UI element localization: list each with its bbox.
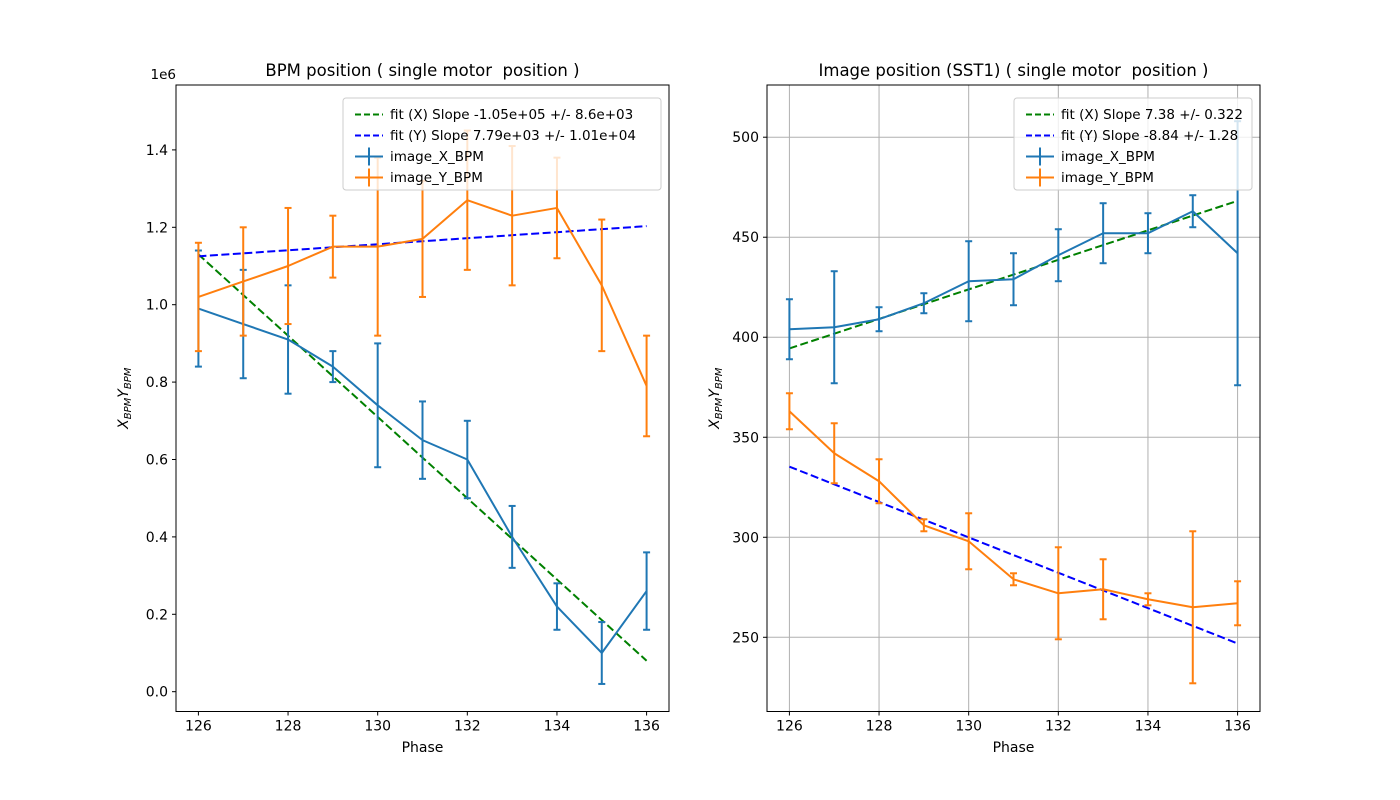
legend-label: fit (X) Slope 7.38 +/- 0.322 — [1061, 107, 1243, 123]
y-tick-label: 350 — [732, 430, 759, 446]
legend-label: image_X_BPM — [1061, 149, 1155, 165]
series-image_X_BPM — [194, 249, 651, 685]
bpm-position-plot: 126 128 130 132 134 136 0.0 0.2 0.4 0.6 0.8 1.0 1.2 1… — [116, 84, 670, 735]
y-tick-label: 500 — [732, 130, 759, 146]
right-plot-title: Image position (SST1) ( single motor pos… — [818, 61, 1209, 80]
x-tick-label: 130 — [364, 719, 391, 735]
y-axis-label: XBPMYBPM — [707, 367, 725, 430]
y-tick-label: 0.2 — [146, 607, 168, 623]
y-tick-label: 300 — [732, 530, 759, 546]
legend: fit (X) Slope -1.05e+05 +/- 8.6e+03 fit (… — [342, 97, 662, 191]
image-position-sst1-plot: 126 128 130 132 134 136 250 300 350 400 450 500 XBPM… — [707, 84, 1261, 735]
y-tick-label: 250 — [732, 630, 759, 646]
legend-label: fit (Y) Slope -8.84 +/- 1.28 — [1061, 128, 1238, 144]
y-tick-label: 400 — [732, 330, 759, 346]
legend: fit (X) Slope 7.38 +/- 0.322 fit (Y) Slop… — [1013, 97, 1253, 191]
fit-line-fit_y — [789, 465, 1238, 645]
y-tick-label: 1.4 — [146, 143, 168, 159]
legend-label: fit (X) Slope -1.05e+05 +/- 8.6e+03 — [390, 107, 633, 123]
axes-frame — [175, 84, 670, 712]
series-image_Y_BPM — [785, 392, 1242, 685]
legend-label: image_Y_BPM — [1061, 170, 1154, 186]
left-plot-xlabel: Phase — [401, 740, 444, 756]
y-tick-label: 0.4 — [146, 530, 168, 546]
x-tick-label: 132 — [454, 719, 481, 735]
x-tick-label: 134 — [544, 719, 571, 735]
y-tick-label: 1.2 — [146, 220, 168, 236]
series-line-image_Y_BPM — [198, 199, 648, 387]
axes-frame — [766, 84, 1261, 712]
right-plot-xlabel: Phase — [992, 740, 1035, 756]
legend-frame — [342, 97, 662, 191]
legend-label: image_X_BPM — [390, 149, 484, 165]
legend-label: image_Y_BPM — [390, 170, 483, 186]
left-plot-offset-text: 1e6 — [150, 67, 176, 83]
y-tick-label: 0.6 — [146, 452, 168, 468]
series-image_X_BPM — [785, 120, 1242, 387]
x-tick-label: 132 — [1045, 719, 1072, 735]
x-tick-label: 136 — [1224, 719, 1251, 735]
legend-label: fit (Y) Slope 7.79e+03 +/- 1.01e+04 — [390, 128, 636, 144]
x-tick-label: 128 — [275, 719, 302, 735]
y-tick-label: 0.0 — [146, 685, 168, 701]
y-tick-label: 1.0 — [146, 298, 168, 314]
y-tick-label: 0.8 — [146, 375, 168, 391]
left-plot-title: BPM position ( single motor position ) — [265, 61, 580, 80]
legend-frame — [1013, 97, 1253, 191]
x-tick-label: 136 — [633, 719, 660, 735]
x-tick-label: 128 — [866, 719, 893, 735]
y-axis-label: XBPMYBPM — [116, 367, 134, 430]
x-tick-label: 126 — [776, 719, 803, 735]
series-line-image_X_BPM — [789, 210, 1239, 331]
x-tick-label: 126 — [185, 719, 212, 735]
x-tick-label: 134 — [1135, 719, 1162, 735]
series-line-image_Y_BPM — [788, 410, 1238, 609]
x-tick-label: 130 — [955, 719, 982, 735]
series-line-image_X_BPM — [198, 307, 648, 654]
y-tick-label: 450 — [732, 230, 759, 246]
